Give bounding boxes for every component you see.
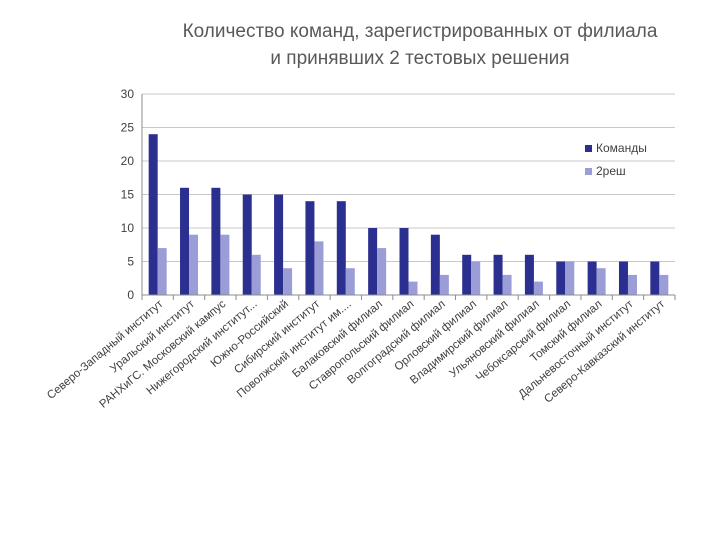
bar-komandy (274, 194, 284, 295)
bar-komandy (399, 228, 409, 295)
x-tick-label: РАНХиГС. Московский кампус (97, 298, 228, 411)
chart-title-line2: и принявших 2 тестовых решения (270, 48, 570, 69)
legend-swatch (585, 145, 592, 152)
y-tick-label: 20 (121, 154, 135, 168)
bar-2resh (314, 241, 324, 295)
bar-komandy (556, 261, 566, 295)
bar-komandy (305, 201, 315, 295)
legend-label: Команды (596, 141, 647, 155)
bar-2resh (439, 274, 449, 295)
bar-komandy (650, 261, 660, 295)
bar-2resh (220, 234, 230, 295)
legend-swatch (585, 168, 592, 175)
y-tick-label: 30 (121, 87, 135, 101)
bar-komandy (211, 187, 221, 295)
chart-title: Количество команд, зарегистрированных от… (120, 18, 720, 72)
bar-komandy (493, 254, 503, 295)
bar-2resh (596, 268, 606, 295)
bar-2resh (189, 234, 199, 295)
bar-2resh (408, 281, 418, 295)
legend: Команды 2реш (585, 141, 647, 178)
bar-2resh (502, 274, 512, 295)
bar-2resh (533, 281, 543, 295)
bar-komandy (462, 254, 472, 295)
y-tick-label: 25 (121, 121, 135, 135)
bar-komandy (242, 194, 252, 295)
y-tick-label: 5 (127, 255, 134, 269)
bar-2resh (627, 274, 637, 295)
bars (148, 134, 669, 295)
legend-label: 2реш (596, 164, 626, 178)
y-tick-label: 15 (121, 188, 135, 202)
chart-title-line1: Количество команд, зарегистрированных от… (182, 21, 658, 42)
bar-komandy (368, 228, 378, 295)
bar-komandy (524, 254, 534, 295)
bar-komandy (430, 234, 440, 295)
bar-2resh (659, 274, 669, 295)
bar-2resh (283, 268, 293, 295)
bar-2resh (565, 261, 575, 295)
bar-komandy (587, 261, 597, 295)
bar-2resh (251, 254, 261, 295)
bar-2resh (345, 268, 355, 295)
y-tick-label: 10 (121, 221, 135, 235)
bar-2resh (377, 248, 387, 295)
bar-komandy (180, 187, 190, 295)
y-tick-label: 0 (127, 288, 134, 302)
bar-komandy (148, 134, 158, 295)
bar-2resh (471, 261, 481, 295)
bar-2resh (157, 248, 167, 295)
y-axis: 0 5 10 15 20 25 30 (121, 87, 143, 302)
bar-komandy (618, 261, 628, 295)
bar-komandy (336, 201, 346, 295)
